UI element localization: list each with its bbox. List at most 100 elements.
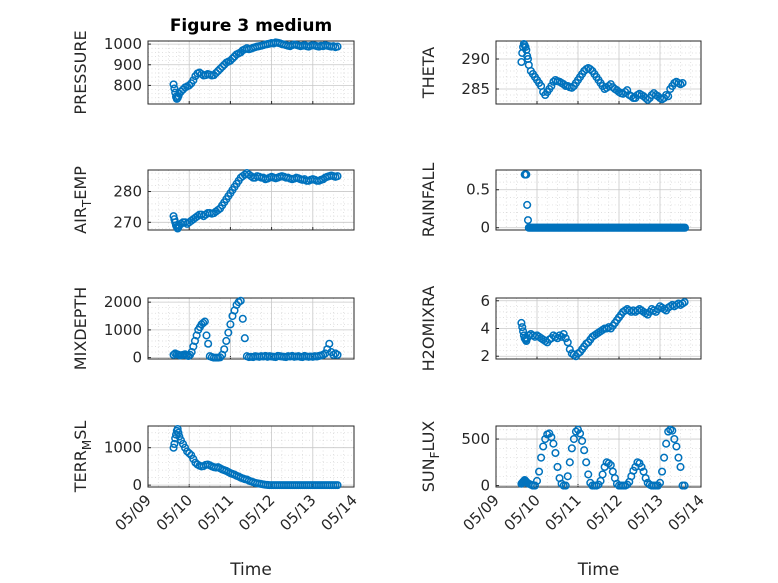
x-axis-label: Time: [229, 560, 272, 580]
data-point: [202, 331, 211, 340]
data-point: [213, 66, 223, 76]
subplot-terr: 0 1000 TERRMSL 05/0905/1005/1105/1205/1305/…: [71, 421, 361, 580]
data-point: [199, 318, 208, 328]
data-point: [325, 339, 334, 348]
data-point: [678, 78, 687, 88]
data-point: [569, 434, 578, 444]
y-axis-label: SUNFLUX: [419, 421, 442, 493]
data-point: [170, 84, 179, 93]
data-point: [539, 442, 548, 451]
data-point: [580, 446, 589, 455]
y-tick-label: 0.5: [466, 181, 490, 199]
data-point: [565, 458, 574, 467]
y-tick-label: 500: [461, 430, 490, 448]
axes-box: [495, 425, 702, 488]
data-point: [582, 458, 591, 467]
data-point: [576, 429, 585, 438]
x-tick-label: 05/14: [318, 491, 361, 534]
data-point: [532, 476, 542, 485]
data-point: [674, 453, 683, 462]
data-point: [586, 65, 595, 74]
data-point: [672, 442, 681, 451]
y-tick-label: 0: [132, 476, 142, 494]
data-point: [571, 427, 581, 436]
y-tick-label: 2: [480, 347, 490, 365]
data-point: [211, 68, 221, 78]
data-point: [333, 350, 342, 359]
data-point: [174, 428, 183, 437]
data-point: [189, 76, 198, 85]
x-tick-label: 05/11: [194, 491, 237, 534]
data-point: [557, 479, 566, 488]
data-point: [561, 334, 570, 343]
subplot-theta: 285 290 THETA: [419, 39, 702, 105]
data-point: [517, 318, 526, 328]
data-point: [228, 54, 237, 63]
data-point: [176, 87, 186, 96]
data-point: [604, 81, 613, 91]
data-point: [565, 345, 574, 354]
y-tick-label: 270: [113, 213, 142, 231]
data-point: [169, 443, 178, 452]
data-point: [226, 56, 235, 65]
data-point: [660, 453, 669, 462]
data-point: [561, 481, 570, 490]
data-point: [518, 323, 527, 332]
y-axis-label: PRESSURE: [71, 30, 90, 114]
axes-box: [147, 40, 355, 105]
data-point: [175, 432, 184, 441]
data-point: [551, 448, 560, 458]
data-point: [553, 462, 562, 472]
y-tick-label: 0: [480, 219, 490, 237]
data-point: [598, 470, 607, 479]
axes-box: [147, 425, 355, 488]
plot-area: [147, 297, 355, 360]
axes-box: [147, 169, 355, 231]
data-point: [664, 427, 673, 436]
x-tick-label: 05/09: [460, 491, 503, 534]
y-tick-label: 0: [480, 477, 490, 495]
axes-box: [495, 297, 702, 360]
data-point: [169, 80, 178, 89]
data-point: [240, 334, 249, 343]
x-tick-label: 05/12: [583, 491, 626, 534]
y-axis-label: RAINFALL: [419, 163, 438, 238]
data-point: [173, 424, 182, 434]
data-point: [641, 93, 650, 103]
data-point: [226, 320, 235, 329]
subplot-air: 270 280 AIRTEMP: [71, 166, 355, 234]
plot-area: [495, 169, 702, 231]
y-tick-label: 285: [461, 80, 490, 98]
y-tick-label: 1000: [104, 439, 142, 457]
data-point: [537, 453, 546, 462]
y-tick-label: 280: [113, 183, 142, 201]
x-tick-label: 05/09: [112, 491, 155, 534]
data-point: [530, 481, 540, 490]
data-point: [643, 95, 652, 104]
subplot-pressure: 800 900 1000 PRESSURE: [71, 30, 355, 115]
data-point: [623, 86, 632, 95]
data-point: [220, 345, 229, 354]
data-point: [547, 81, 556, 91]
y-axis-label: H2OMIXRA: [419, 286, 438, 372]
data-point: [333, 172, 342, 181]
data-point: [604, 459, 613, 468]
y-tick-label: 1000: [104, 321, 142, 339]
x-tick-label: 05/13: [624, 491, 667, 534]
data-point: [680, 223, 690, 232]
data-point: [523, 216, 533, 225]
data-point: [670, 434, 679, 444]
data-point: [170, 439, 179, 449]
x-tick-label: 05/12: [235, 491, 278, 534]
subplot-mixdepth: 0 1000 2000 MIXDEPTH: [71, 287, 355, 370]
data-point: [563, 338, 572, 347]
data-point: [333, 42, 342, 51]
data-point: [209, 71, 218, 80]
data-point: [238, 314, 247, 323]
data-point: [559, 80, 568, 89]
data-point: [535, 467, 544, 476]
data-point: [567, 83, 576, 92]
data-point: [517, 57, 526, 67]
x-tick-label: 05/10: [501, 491, 544, 534]
data-point: [662, 439, 671, 448]
